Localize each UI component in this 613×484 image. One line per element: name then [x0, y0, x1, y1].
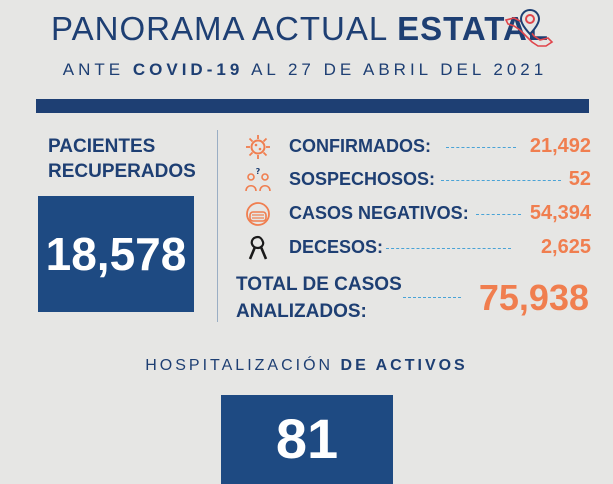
hospital-label-bold: DE ACTIVOS	[340, 357, 468, 374]
stat-label: CASOS NEGATIVOS:	[289, 203, 469, 223]
subtitle-pre: ANTE	[62, 60, 133, 79]
recovered-value-box: 18,578	[38, 196, 194, 312]
face-mask-icon	[246, 202, 270, 226]
subtitle-bold: COVID-19	[132, 60, 244, 79]
stat-label: DECESOS:	[289, 237, 384, 257]
title-light: PANORAMA ACTUAL	[51, 10, 398, 47]
recovered-label: PACIENTES RECUPERADOS	[48, 134, 196, 184]
stat-value: 2,625	[540, 236, 591, 258]
leader-dash	[441, 180, 561, 181]
stat-row-confirmados: CONFIRMADOS: 21,492	[236, 134, 591, 160]
header-divider	[36, 99, 589, 113]
stat-row-decesos: DECESOS: 2,625	[236, 235, 591, 261]
total-label: TOTAL DE CASOS ANALIZADOS:	[236, 271, 406, 325]
leader-dash	[476, 214, 521, 215]
hospital-value-box: 81	[221, 395, 393, 484]
recovered-label-line1: PACIENTES	[48, 136, 156, 157]
mexico-map-pin-icon	[504, 8, 554, 47]
total-value: 75,938	[478, 277, 589, 318]
subtitle-post: AL 27 DE ABRIL DEL 2021	[243, 60, 548, 79]
total-label-line1: TOTAL DE CASOS	[236, 274, 402, 295]
stat-value: 21,492	[529, 135, 591, 157]
mourning-ribbon-icon	[248, 235, 268, 260]
leader-dash	[386, 248, 511, 249]
recovered-value: 18,578	[45, 228, 187, 280]
stat-row-sospechosos: ? SOSPECHOSOS: 52	[236, 167, 591, 193]
stat-label: SOSPECHOSOS:	[289, 169, 436, 189]
leader-dash	[446, 147, 516, 148]
vertical-divider	[217, 130, 218, 322]
people-question-icon: ?	[245, 167, 271, 192]
total-label-line2: ANALIZADOS:	[236, 301, 367, 322]
stat-value: 54,394	[529, 202, 591, 224]
stat-label: CONFIRMADOS:	[289, 136, 431, 156]
hospital-value: 81	[275, 407, 339, 470]
leader-dash	[403, 297, 461, 298]
hospital-label-pre: HOSPITALIZACIÓN	[145, 357, 341, 374]
subtitle: ANTE COVID-19 AL 27 DE ABRIL DEL 2021	[0, 60, 610, 80]
recovered-label-line2: RECUPERADOS	[48, 161, 196, 182]
hospital-label: HOSPITALIZACIÓN DE ACTIVOS	[0, 357, 613, 375]
stat-value: 52	[568, 168, 591, 190]
virus-icon	[246, 135, 270, 159]
stat-row-negativos: CASOS NEGATIVOS: 54,394	[236, 201, 591, 227]
svg-text:?: ?	[256, 167, 261, 176]
